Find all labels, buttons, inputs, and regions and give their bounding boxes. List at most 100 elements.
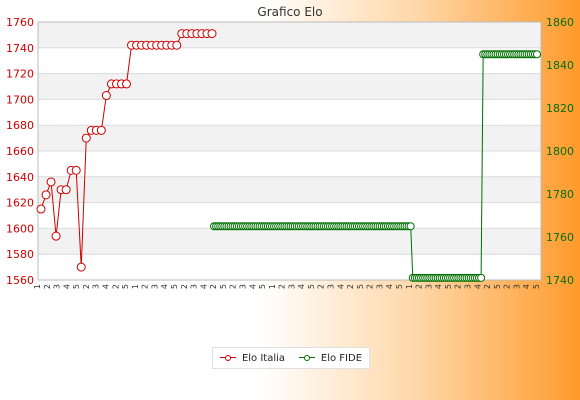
x-tick-label: 5 — [395, 284, 404, 289]
x-tick-label: 4 — [385, 284, 394, 289]
italia-point — [96, 125, 106, 135]
x-tick-label: 2 — [141, 284, 150, 289]
x-tick-label: 2 — [111, 284, 120, 289]
x-tick-label: 4 — [522, 284, 531, 289]
plot-band — [38, 99, 541, 126]
y-left-tick-label: 1620 — [6, 197, 34, 210]
x-tick-label: 5 — [444, 284, 453, 289]
italia-point — [81, 133, 91, 143]
y-right-tick-label: 1860 — [546, 16, 574, 29]
plot-border — [37, 21, 542, 281]
legend: Elo Italia Elo FIDE — [212, 347, 370, 369]
x-tick-label: 1 — [405, 284, 414, 289]
y-left-tick-label: 1580 — [6, 248, 34, 261]
x-tick-label: 1 — [131, 284, 140, 289]
y-right-tick-label: 1820 — [546, 102, 574, 115]
x-tick-label: 3 — [512, 284, 521, 289]
x-tick-label: 2 — [229, 284, 238, 289]
x-tick-label: 2 — [503, 284, 512, 289]
italia-point — [41, 190, 51, 200]
x-tick-label: 4 — [248, 284, 257, 289]
x-tick-label: 5 — [72, 284, 81, 289]
chart-title: Grafico Elo — [257, 5, 322, 19]
legend-marker-fide-icon — [298, 354, 315, 362]
x-tick-label: 4 — [62, 284, 71, 289]
x-tick-label: 4 — [336, 284, 345, 289]
x-tick-label: 2 — [180, 284, 189, 289]
x-tick-label: 3 — [150, 284, 159, 289]
x-tick-label: 4 — [160, 284, 169, 289]
y-right-tick-label: 1800 — [546, 145, 574, 158]
legend-label-italia: Elo Italia — [241, 352, 286, 364]
x-tick-label: 2 — [454, 284, 463, 289]
italia-point — [71, 165, 81, 175]
x-tick-label: 5 — [121, 284, 130, 289]
y-right-tick-label: 1760 — [546, 231, 574, 244]
x-tick-label: 1 — [268, 284, 277, 289]
legend-marker-italia-icon — [219, 354, 236, 362]
y-left-tick-label: 1760 — [6, 16, 34, 29]
fide-point — [477, 273, 486, 282]
plot-band — [38, 228, 541, 255]
y-right-tick-label: 1780 — [546, 188, 574, 201]
plot-band — [38, 176, 541, 203]
x-tick-label: 2 — [317, 284, 326, 289]
x-tick-label: 3 — [238, 284, 247, 289]
x-tick-label: 5 — [493, 284, 502, 289]
x-tick-label: 5 — [219, 284, 228, 289]
x-tick-label: 2 — [415, 284, 424, 289]
fide-point — [533, 50, 541, 59]
x-tick-label: 3 — [464, 284, 473, 289]
italia-point — [76, 262, 86, 272]
x-tick-label: 2 — [366, 284, 375, 289]
x-tick-label: 5 — [170, 284, 179, 289]
y-right-tick-label: 1840 — [546, 59, 574, 72]
y-left-tick-label: 1680 — [6, 119, 34, 132]
y-left-tick-label: 1660 — [6, 145, 34, 158]
x-tick-label: 3 — [287, 284, 296, 289]
x-tick-label: 5 — [356, 284, 365, 289]
italia-point — [101, 91, 111, 101]
legend-item-fide[interactable]: Elo FIDE — [298, 352, 363, 364]
x-tick-label: 4 — [199, 284, 208, 289]
x-tick-label: 3 — [53, 284, 62, 289]
x-tick-label: 3 — [92, 284, 101, 289]
y-left-tick-label: 1640 — [6, 171, 34, 184]
y-left-tick-label: 1720 — [6, 68, 34, 81]
legend-label-fide: Elo FIDE — [320, 352, 363, 364]
x-tick-label: 2 — [483, 284, 492, 289]
x-tick-label: 3 — [327, 284, 336, 289]
plot-band — [38, 47, 541, 74]
plot-band — [38, 125, 541, 151]
x-tick-label: 4 — [434, 284, 443, 289]
x-tick-label: 3 — [190, 284, 199, 289]
x-tick-label: 4 — [297, 284, 306, 289]
y-left-tick-label: 1700 — [6, 93, 34, 106]
y-right-tick-label: 1740 — [546, 274, 574, 287]
italia-point — [51, 231, 61, 241]
italia-point — [122, 79, 131, 89]
x-tick-label: 4 — [473, 284, 482, 289]
fide-point — [406, 222, 415, 231]
y-left-tick-label: 1740 — [6, 42, 34, 55]
x-tick-label: 2 — [209, 284, 218, 289]
x-tick-label: 2 — [346, 284, 355, 289]
x-tick-label: 5 — [532, 284, 541, 289]
x-tick-label: 3 — [424, 284, 433, 289]
italia-point — [61, 185, 71, 195]
x-tick-label: 5 — [258, 284, 267, 289]
x-tick-label: 2 — [82, 284, 91, 289]
italia-point — [36, 204, 46, 214]
italia-point — [172, 40, 182, 50]
plot-band — [38, 22, 541, 48]
y-left-tick-label: 1560 — [6, 274, 34, 287]
legend-item-italia[interactable]: Elo Italia — [219, 352, 286, 364]
y-left-tick-label: 1600 — [6, 222, 34, 235]
x-tick-label: 3 — [375, 284, 384, 289]
x-tick-label: 2 — [278, 284, 287, 289]
plot-band — [38, 151, 541, 177]
x-tick-label: 2 — [43, 284, 52, 289]
x-tick-label: 1 — [33, 284, 42, 289]
